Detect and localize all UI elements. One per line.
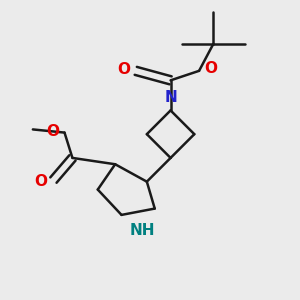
Text: O: O [46, 124, 59, 139]
Text: NH: NH [129, 223, 155, 238]
Text: O: O [117, 62, 130, 77]
Text: O: O [204, 61, 217, 76]
Text: N: N [164, 90, 177, 105]
Text: O: O [35, 174, 48, 189]
